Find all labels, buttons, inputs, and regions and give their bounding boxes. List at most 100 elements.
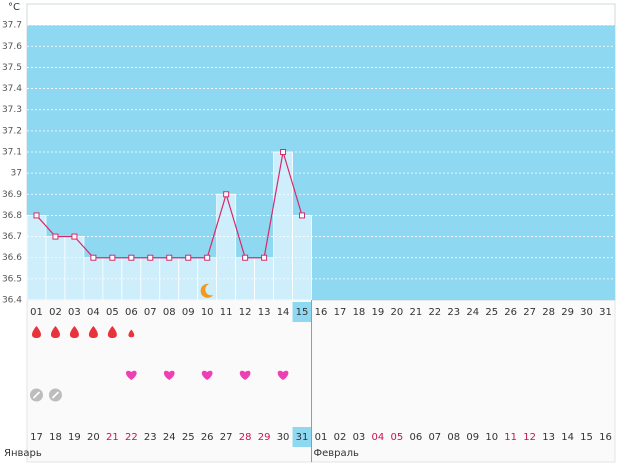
x-tick-label: 22: [428, 307, 441, 318]
heart-icon: [163, 370, 175, 380]
x-tick-label: 20: [391, 307, 404, 318]
date-label: 24: [163, 432, 176, 443]
x-tick-label: 25: [485, 307, 498, 318]
point: [204, 254, 211, 261]
x-tick-label: 14: [277, 307, 290, 318]
x-tick-label: 13: [258, 307, 271, 318]
date-label: 31: [296, 432, 309, 443]
month-label: Февраль: [314, 448, 360, 459]
date-label: 12: [523, 432, 536, 443]
y-tick-label: 36.5: [2, 274, 22, 284]
x-tick-label: 15: [296, 307, 309, 318]
bar: [216, 193, 237, 301]
x-tick-label: 18: [353, 307, 366, 318]
date-label: 01: [315, 432, 328, 443]
date-label: 23: [144, 432, 157, 443]
date-label: 08: [447, 432, 460, 443]
y-tick-label: 36.8: [2, 211, 22, 221]
date-label: 11: [504, 432, 517, 443]
bleeding-icon: [31, 326, 41, 338]
month-label: Январь: [4, 448, 42, 459]
heart-icon: [277, 370, 289, 380]
pill-slash: [51, 391, 60, 399]
date-label: 29: [258, 432, 271, 443]
lower-panel: [26, 299, 616, 463]
date-label: 30: [277, 432, 290, 443]
date-label: 04: [372, 432, 385, 443]
x-tick-label: 01: [30, 307, 43, 318]
point: [185, 254, 192, 261]
x-tick-label: 31: [599, 307, 612, 318]
x-tick-label: 29: [561, 307, 574, 318]
point: [242, 254, 249, 261]
point: [223, 191, 230, 198]
y-tick-label: 37: [11, 169, 22, 179]
date-label: 02: [334, 432, 347, 443]
point: [166, 254, 173, 261]
selected-day-bg: [292, 302, 312, 322]
x-tick-label: 23: [447, 307, 460, 318]
point: [128, 254, 135, 261]
bleeding-icon: [69, 326, 79, 338]
x-tick-label: 02: [49, 307, 62, 318]
bleeding-icon: [50, 326, 60, 338]
date-label: 22: [125, 432, 138, 443]
heart-icon: [125, 370, 137, 380]
point: [299, 212, 306, 219]
point: [52, 233, 59, 240]
date-label: 10: [485, 432, 498, 443]
date-label: 09: [466, 432, 479, 443]
y-tick-label: 37.4: [2, 84, 22, 94]
point: [280, 149, 287, 155]
x-tick-label: 03: [68, 307, 81, 318]
x-tick-label: 26: [504, 307, 517, 318]
date-label: 26: [201, 432, 214, 443]
plot-area: [27, 25, 615, 301]
x-tick-label: 04: [87, 307, 100, 318]
date-label: 07: [428, 432, 441, 443]
point: [261, 254, 268, 261]
x-tick-label: 17: [334, 307, 347, 318]
pill-slash: [32, 391, 41, 399]
selected-date-bg: [292, 427, 312, 447]
y-tick-label: 37.1: [2, 148, 22, 158]
date-label: 21: [106, 432, 119, 443]
x-tick-label: 24: [466, 307, 479, 318]
x-tick-label: 27: [523, 307, 536, 318]
x-tick-label: 10: [201, 307, 214, 318]
x-tick-label: 06: [125, 307, 138, 318]
moon-icon: [200, 283, 214, 298]
x-tick-label: 05: [106, 307, 119, 318]
point: [71, 233, 78, 240]
heart-icon: [201, 370, 213, 380]
bar: [45, 236, 66, 301]
y-tick-label: 36.4: [2, 296, 22, 306]
x-tick-label: 09: [182, 307, 195, 318]
x-tick-label: 30: [580, 307, 593, 318]
y-tick-label: 37.3: [2, 105, 22, 115]
y-tick-label: 37.7: [2, 21, 22, 31]
point: [147, 254, 154, 261]
date-label: 25: [182, 432, 195, 443]
y-unit: °C: [8, 2, 20, 13]
x-tick-label: 08: [163, 307, 176, 318]
y-tick-label: 36.7: [2, 232, 22, 242]
x-tick-label: 11: [220, 307, 233, 318]
date-label: 03: [353, 432, 366, 443]
date-label: 20: [87, 432, 100, 443]
date-label: 19: [68, 432, 81, 443]
date-label: 17: [30, 432, 43, 443]
y-tick-label: 37.6: [2, 42, 22, 52]
x-tick-label: 12: [239, 307, 252, 318]
date-label: 13: [542, 432, 555, 443]
icons: [29, 283, 289, 402]
y-tick-label: 37.5: [2, 63, 22, 73]
date-label: 05: [391, 432, 404, 443]
bar: [64, 236, 85, 301]
y-tick-label: 36.9: [2, 190, 22, 200]
x-tick-label: 28: [542, 307, 555, 318]
y-tick-label: 37.2: [2, 126, 22, 136]
bleeding-icon: [107, 326, 117, 338]
x-tick-label: 21: [409, 307, 422, 318]
